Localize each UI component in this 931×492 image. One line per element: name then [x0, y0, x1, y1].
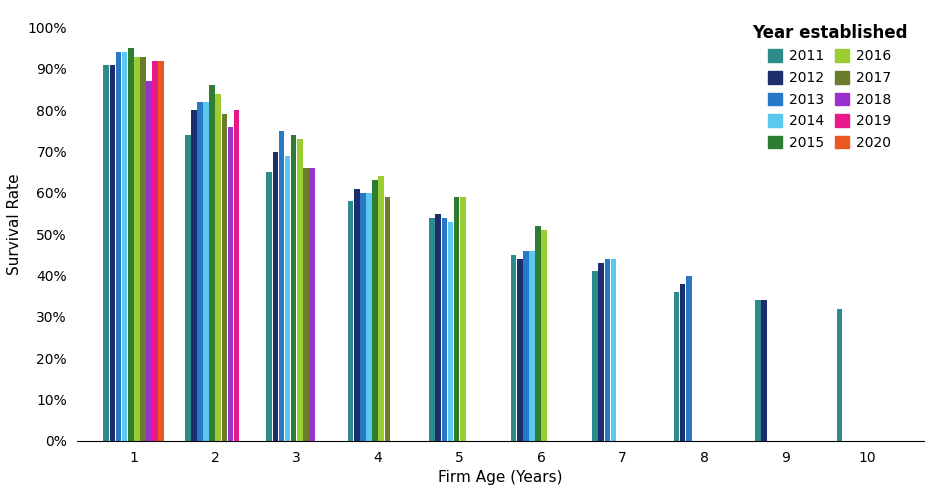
- Bar: [535, 226, 541, 441]
- Bar: [529, 251, 534, 441]
- Bar: [674, 292, 680, 441]
- Bar: [372, 181, 378, 441]
- Bar: [378, 176, 385, 441]
- Bar: [523, 251, 529, 441]
- Bar: [153, 61, 158, 441]
- Bar: [436, 214, 441, 441]
- Bar: [140, 57, 146, 441]
- Bar: [599, 263, 604, 441]
- X-axis label: Firm Age (Years): Firm Age (Years): [439, 470, 562, 485]
- Bar: [273, 152, 278, 441]
- Y-axis label: Survival Rate: Survival Rate: [7, 173, 22, 275]
- Bar: [146, 81, 152, 441]
- Bar: [354, 189, 359, 441]
- Bar: [191, 110, 196, 441]
- Bar: [429, 217, 435, 441]
- Bar: [460, 197, 466, 441]
- Bar: [762, 300, 767, 441]
- Bar: [686, 276, 692, 441]
- Legend: 2011, 2012, 2013, 2014, 2015, 2016, 2017, 2018, 2019, 2020: 2011, 2012, 2013, 2014, 2015, 2016, 2017…: [747, 18, 913, 155]
- Bar: [266, 172, 272, 441]
- Bar: [680, 284, 685, 441]
- Bar: [385, 197, 390, 441]
- Bar: [309, 168, 315, 441]
- Bar: [278, 131, 284, 441]
- Bar: [203, 102, 209, 441]
- Bar: [134, 57, 140, 441]
- Bar: [611, 259, 616, 441]
- Bar: [297, 139, 303, 441]
- Bar: [234, 110, 239, 441]
- Bar: [197, 102, 203, 441]
- Bar: [541, 230, 547, 441]
- Bar: [215, 93, 221, 441]
- Bar: [837, 308, 843, 441]
- Bar: [604, 259, 610, 441]
- Bar: [110, 65, 115, 441]
- Bar: [228, 127, 234, 441]
- Bar: [755, 300, 761, 441]
- Bar: [304, 168, 309, 441]
- Bar: [122, 52, 128, 441]
- Bar: [128, 48, 133, 441]
- Bar: [209, 86, 215, 441]
- Bar: [366, 193, 371, 441]
- Bar: [348, 201, 354, 441]
- Bar: [360, 193, 366, 441]
- Bar: [453, 197, 459, 441]
- Bar: [517, 259, 522, 441]
- Bar: [103, 65, 109, 441]
- Bar: [285, 155, 290, 441]
- Bar: [592, 272, 598, 441]
- Bar: [115, 52, 121, 441]
- Bar: [511, 255, 517, 441]
- Bar: [290, 135, 296, 441]
- Bar: [158, 61, 164, 441]
- Bar: [222, 114, 227, 441]
- Bar: [448, 222, 453, 441]
- Bar: [185, 135, 191, 441]
- Bar: [441, 217, 447, 441]
